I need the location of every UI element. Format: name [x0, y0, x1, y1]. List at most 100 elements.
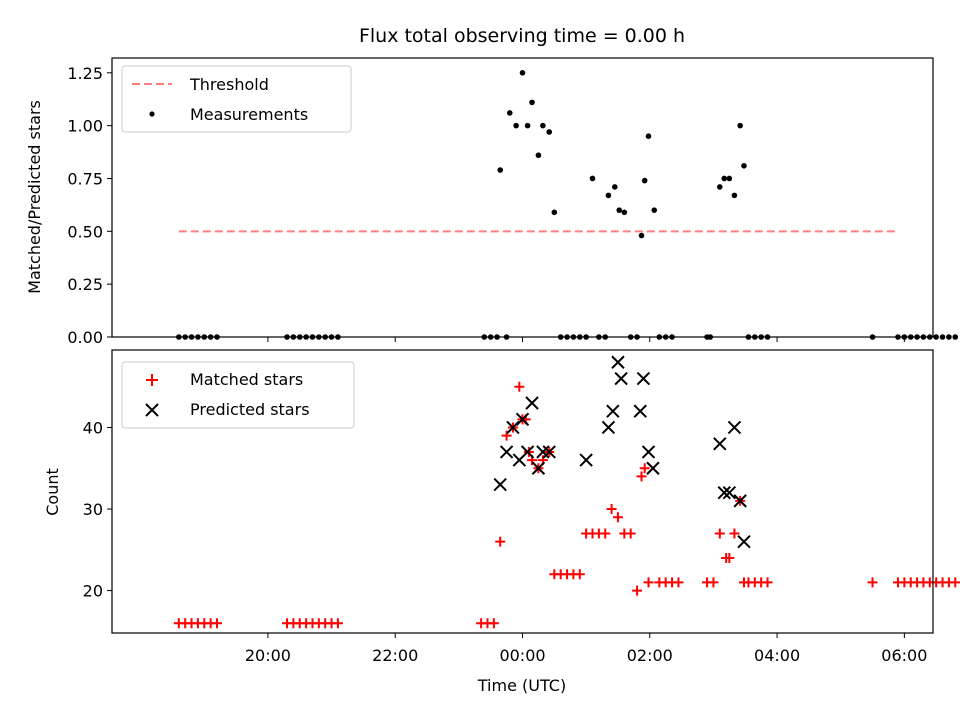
top-ytick-label: 0.25	[67, 275, 103, 294]
measurement-point	[605, 192, 612, 199]
predicted-star-point	[737, 534, 751, 549]
matched-star-point	[625, 528, 636, 539]
top-ytick-label: 0.50	[67, 222, 103, 241]
matched-star-point	[636, 471, 647, 482]
legend-matched-label: Matched stars	[190, 370, 303, 389]
predicted-star-point	[641, 445, 656, 459]
measurement-point	[616, 207, 623, 213]
bottom-xtick-label: 20:00	[245, 646, 291, 665]
measurement-point	[645, 133, 652, 140]
measurement-point	[638, 232, 645, 239]
predicted-star-point	[727, 420, 742, 435]
bottom-xtick-label: 04:00	[754, 646, 800, 665]
matched-star-point	[514, 381, 525, 392]
matched-star-point	[762, 577, 773, 588]
measurement-point	[933, 334, 939, 340]
measurement-point	[519, 69, 526, 76]
predicted-star-point	[633, 404, 647, 418]
predicted-star-point	[606, 404, 620, 418]
matched-star-point	[639, 463, 650, 474]
measurement-point	[513, 122, 519, 129]
top-ytick-label: 0.75	[67, 169, 103, 188]
measurement-point	[939, 334, 946, 340]
bottom-ylabel: Count	[43, 468, 62, 516]
top-ytick-label: 1.25	[67, 64, 103, 83]
legend-predicted-label: Predicted stars	[190, 400, 310, 419]
bottom-panel-frame	[111, 349, 934, 634]
predicted-star-point	[722, 486, 737, 500]
bottom-xtick-label: 02:00	[627, 646, 673, 665]
predicted-star-point	[717, 486, 731, 500]
matched-star-point	[673, 577, 684, 588]
predicted-star-point	[614, 371, 628, 386]
measurement-point	[952, 334, 959, 340]
matched-star-point	[632, 585, 643, 596]
matched-star-point	[708, 577, 719, 588]
matched-star-point	[714, 528, 725, 539]
matched-star-point	[867, 577, 878, 588]
predicted-star-point	[636, 371, 651, 386]
measurement-point	[529, 99, 535, 106]
measurement-point	[721, 175, 728, 182]
bottom-ytick-label: 40	[83, 418, 103, 437]
matched-star-point	[574, 569, 585, 580]
measurement-point	[741, 162, 747, 169]
predicted-star-point	[542, 445, 556, 459]
matched-star-point	[729, 528, 740, 539]
measurement-point	[726, 175, 733, 182]
top-ytick-label: 1.00	[67, 117, 103, 136]
bottom-panel: 20 30 40 20:00 22:00 00:00 02:00 04:00 06:00	[83, 355, 960, 665]
matched-star-point	[501, 430, 512, 441]
legend-matched-swatch	[146, 374, 158, 386]
measurement-point	[651, 207, 658, 213]
matched-star-point	[612, 512, 623, 523]
predicted-star-point	[493, 477, 507, 492]
measurement-point	[535, 152, 542, 159]
predicted-star-point	[499, 445, 514, 459]
predicted-star-point	[536, 445, 550, 459]
measurement-point	[551, 209, 558, 216]
matched-star-point	[600, 528, 611, 539]
legend-measurements-swatch	[149, 111, 155, 117]
measurement-point	[506, 110, 513, 116]
bottom-xtick-label: 00:00	[499, 646, 545, 665]
top-panel: 0.00 0.25 0.50 0.75 1.00 1.25	[67, 64, 959, 347]
top-panel-frame	[111, 57, 934, 338]
measurement-point	[497, 167, 504, 173]
bottom-xtick-label: 06:00	[881, 646, 927, 665]
predicted-star-point	[525, 396, 539, 410]
legend-predicted-swatch	[145, 403, 159, 417]
bottom-ytick-label: 30	[83, 500, 103, 519]
measurement-point	[641, 177, 648, 184]
legend-measurements-label: Measurements	[190, 105, 308, 124]
bottom-xtick-label: 22:00	[372, 646, 418, 665]
matched-star-point	[724, 552, 735, 563]
measurement-point	[621, 209, 628, 216]
legend-threshold-label: Threshold	[189, 75, 269, 94]
top-legend-box	[121, 65, 352, 133]
measurement-point	[524, 122, 531, 129]
matched-star-point	[950, 577, 960, 588]
measurement-point	[731, 192, 738, 199]
top-ytick-label: 0.00	[67, 328, 103, 347]
bottom-legend-box	[121, 361, 355, 429]
measurement-point	[546, 129, 553, 135]
predicted-star-point	[601, 420, 616, 435]
chart-title: Flux total observing time = 0.00 h	[359, 25, 685, 47]
bottom-legend: Matched stars Predicted stars	[121, 361, 355, 429]
bottom-xlabel: Time (UTC)	[477, 676, 566, 695]
measurement-point	[611, 184, 618, 190]
measurement-point	[589, 175, 596, 182]
predicted-star-point	[611, 355, 625, 369]
predicted-star-point	[531, 461, 546, 475]
predicted-star-point	[515, 412, 530, 427]
predicted-star-point	[713, 437, 727, 451]
matched-star-point	[606, 504, 617, 515]
matched-star-point	[332, 618, 343, 629]
predicted-star-point	[733, 494, 747, 508]
matched-star-point	[495, 536, 506, 547]
matched-star-point	[488, 618, 499, 629]
measurement-point	[716, 184, 723, 190]
bottom-ytick-label: 20	[83, 582, 103, 601]
